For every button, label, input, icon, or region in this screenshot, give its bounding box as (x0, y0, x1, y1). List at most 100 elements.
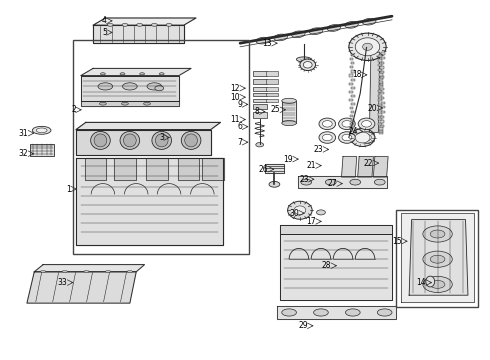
Ellipse shape (426, 276, 435, 287)
Polygon shape (81, 68, 191, 76)
Bar (380, 67, 384, 69)
Ellipse shape (152, 131, 172, 149)
Polygon shape (373, 157, 388, 177)
Ellipse shape (423, 251, 452, 267)
Polygon shape (76, 158, 223, 245)
Bar (378, 123, 382, 125)
Text: 11: 11 (231, 115, 240, 124)
Text: 13: 13 (262, 39, 272, 48)
Text: 10: 10 (230, 93, 240, 102)
Bar (381, 53, 385, 55)
Bar (378, 99, 382, 102)
Ellipse shape (423, 276, 452, 292)
Ellipse shape (342, 134, 352, 141)
Polygon shape (81, 101, 179, 106)
Polygon shape (202, 158, 224, 180)
Ellipse shape (309, 28, 323, 35)
Ellipse shape (137, 23, 143, 26)
Bar (378, 109, 382, 111)
Polygon shape (298, 176, 387, 188)
Bar (73, 40, 249, 254)
Circle shape (288, 201, 312, 219)
Bar (253, 112, 267, 118)
Bar (351, 71, 355, 73)
Bar (351, 87, 355, 89)
Ellipse shape (314, 309, 328, 316)
Polygon shape (369, 52, 380, 132)
Ellipse shape (151, 23, 157, 26)
Ellipse shape (345, 309, 360, 316)
Polygon shape (85, 158, 106, 180)
Bar (379, 130, 383, 132)
Ellipse shape (269, 181, 280, 187)
Polygon shape (93, 18, 196, 25)
Polygon shape (277, 306, 396, 319)
Bar (351, 111, 354, 113)
Circle shape (355, 38, 380, 56)
Ellipse shape (32, 126, 51, 134)
Polygon shape (282, 101, 296, 123)
Polygon shape (265, 164, 284, 173)
Ellipse shape (430, 230, 445, 238)
Ellipse shape (106, 270, 111, 273)
Ellipse shape (282, 309, 296, 316)
Text: 33: 33 (58, 278, 68, 287)
Bar (378, 104, 382, 106)
Bar (381, 57, 385, 59)
Ellipse shape (256, 143, 264, 147)
Polygon shape (342, 157, 357, 177)
Ellipse shape (344, 134, 354, 141)
Ellipse shape (301, 179, 312, 185)
Polygon shape (178, 158, 199, 180)
Ellipse shape (159, 73, 164, 75)
Text: 1: 1 (66, 184, 71, 194)
Polygon shape (280, 234, 392, 300)
Bar (350, 127, 354, 130)
Bar (380, 92, 384, 94)
Text: 2: 2 (71, 105, 76, 114)
Bar (253, 71, 267, 76)
Bar (266, 99, 278, 102)
Ellipse shape (256, 37, 270, 44)
Text: 19: 19 (283, 154, 293, 163)
Text: 20: 20 (368, 104, 377, 112)
Text: 22: 22 (364, 158, 373, 167)
Bar (349, 91, 353, 93)
Polygon shape (76, 122, 220, 130)
Polygon shape (27, 272, 136, 303)
Ellipse shape (123, 134, 136, 147)
Circle shape (349, 33, 386, 60)
Ellipse shape (100, 73, 105, 75)
Polygon shape (280, 225, 392, 234)
Ellipse shape (358, 132, 375, 143)
Ellipse shape (322, 121, 332, 127)
Text: 9: 9 (238, 100, 243, 109)
Polygon shape (409, 220, 468, 295)
Bar (253, 87, 267, 91)
Ellipse shape (322, 134, 332, 141)
Bar (378, 118, 382, 120)
Ellipse shape (41, 270, 46, 273)
Text: 23: 23 (299, 175, 309, 184)
Ellipse shape (303, 62, 312, 68)
Bar (381, 62, 385, 64)
Bar (378, 69, 382, 71)
Ellipse shape (122, 83, 137, 90)
Ellipse shape (107, 23, 113, 26)
Ellipse shape (317, 210, 325, 215)
Bar (350, 131, 354, 134)
Bar (380, 120, 384, 122)
Bar (253, 79, 267, 84)
Ellipse shape (94, 134, 107, 147)
Polygon shape (401, 213, 474, 302)
Bar (378, 113, 382, 116)
Bar (396, 210, 478, 307)
Ellipse shape (350, 179, 361, 185)
Ellipse shape (127, 270, 132, 273)
Bar (30, 144, 54, 156)
Ellipse shape (91, 131, 110, 149)
Ellipse shape (339, 118, 355, 130)
Ellipse shape (363, 18, 376, 25)
Bar (351, 95, 355, 97)
Bar (253, 104, 267, 109)
